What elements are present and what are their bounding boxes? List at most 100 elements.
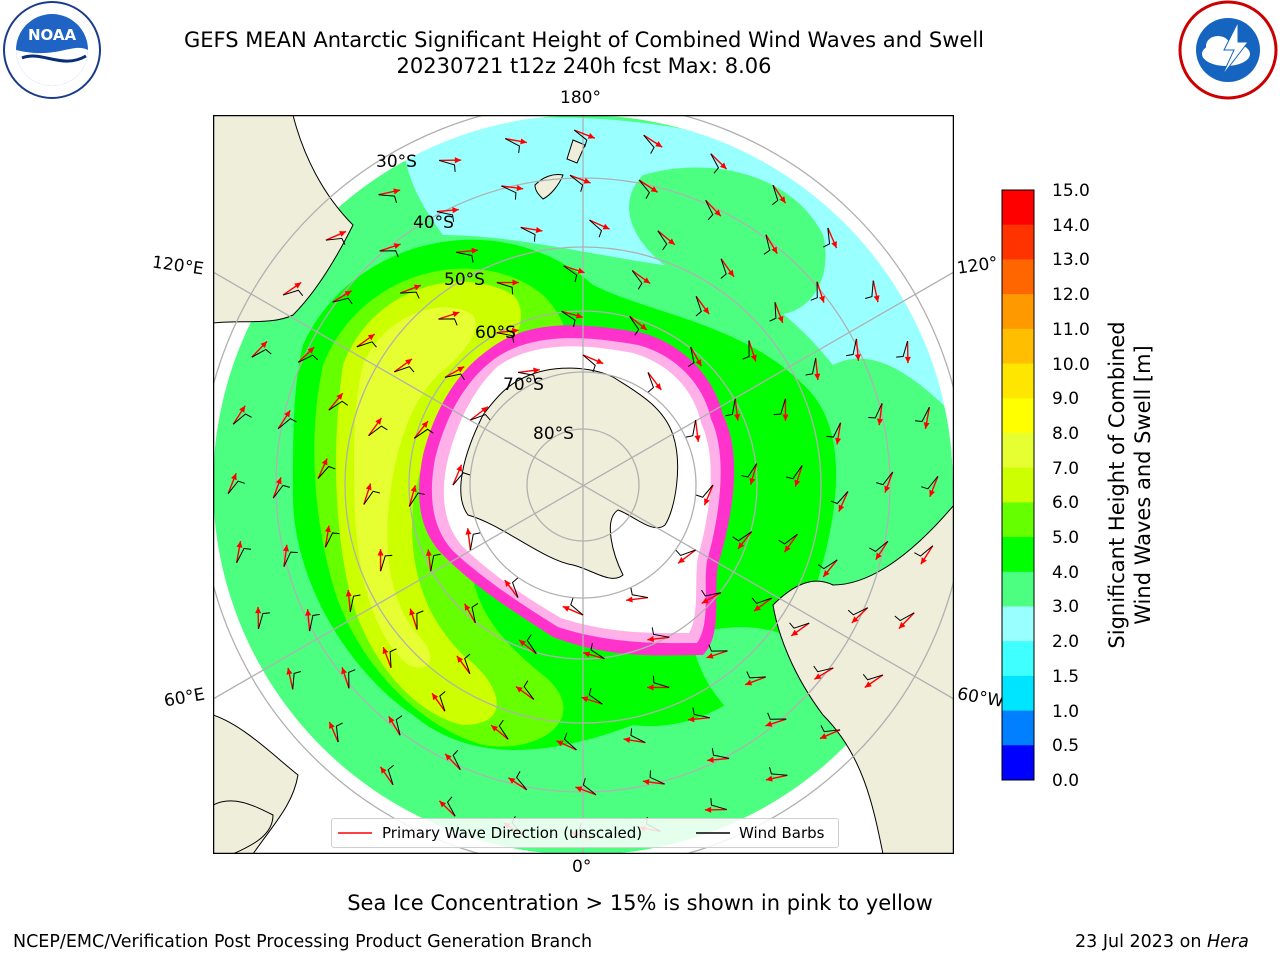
wave-direction-arrowhead — [575, 312, 583, 319]
footer-date-text: 23 Jul 2023 on — [1075, 932, 1207, 952]
wave-direction-arrowhead — [307, 347, 315, 354]
wind-barb — [298, 354, 319, 363]
wind-barb — [631, 270, 643, 290]
wind-barb — [630, 728, 646, 744]
wave-direction-arrowhead — [294, 282, 302, 289]
wind-barb — [769, 767, 788, 776]
wave-direction-arrowhead — [719, 162, 727, 170]
wind-barb — [710, 153, 720, 174]
wind-barb — [826, 422, 842, 438]
wind-barb — [251, 348, 272, 358]
colorbar-tick-label: 11.0 — [1052, 319, 1090, 340]
wind-barb — [363, 490, 380, 505]
wind-barb — [701, 589, 722, 597]
wind-barb — [496, 282, 514, 295]
wave-direction-arrowhead — [602, 223, 610, 230]
wave-direction-arrowhead — [516, 185, 524, 192]
wind-barb — [414, 428, 434, 439]
wave-direction-arrowhead — [393, 243, 401, 249]
wave-direction-arrowhead — [577, 267, 585, 274]
lon-label-60w: 60°W — [955, 684, 1006, 712]
wave-direction-arrowhead — [920, 557, 927, 565]
wind-barb — [789, 622, 810, 629]
wave-direction-arrowhead — [504, 580, 511, 587]
wind-barb — [516, 771, 528, 791]
wave-direction-arrowhead — [456, 655, 464, 663]
wind-barb — [332, 297, 353, 305]
map-title: GEFS MEAN Antarctic Significant Height o… — [183, 28, 985, 52]
wind-barb — [282, 289, 304, 296]
polar-stereographic-map — [213, 115, 954, 854]
wind-barb — [896, 341, 909, 358]
colorbar-bin — [1002, 745, 1034, 781]
colorbar-tick-label: 7.0 — [1052, 458, 1080, 479]
wind-barb — [526, 634, 537, 654]
wave-direction-arrowhead — [439, 800, 447, 808]
wind-barb — [324, 532, 340, 548]
wave-direction-arrowhead — [929, 489, 935, 497]
wave-direction-arrowhead — [339, 231, 347, 237]
wind-barb — [865, 280, 874, 299]
wave-direction-arrowhead — [405, 358, 413, 366]
wind-barb — [380, 554, 393, 572]
wind-barb — [348, 669, 356, 689]
wind-barb — [498, 719, 509, 740]
wind-barb — [456, 251, 474, 263]
colorbar-tick-label: 15.0 — [1052, 181, 1090, 201]
lon-label-0: 0° — [572, 857, 592, 877]
wave-direction-arrowhead — [583, 177, 591, 184]
wave-direction-arrowhead — [255, 606, 262, 614]
wind-barb — [408, 492, 426, 507]
wind-barb — [523, 680, 535, 700]
wind-barb — [847, 607, 868, 616]
wind-barb — [868, 403, 883, 419]
wave-direction-arrowhead — [695, 359, 702, 367]
colorbar-tick-label: 1.5 — [1052, 666, 1080, 687]
wave-direction-arrowhead — [239, 405, 246, 413]
wind-barb — [501, 185, 517, 200]
wave-direction-arrowhead — [345, 589, 352, 597]
wind-barb — [742, 340, 750, 360]
wind-barb — [496, 332, 515, 343]
colorbar-border — [1001, 189, 1035, 781]
wave-direction-arrowhead — [283, 544, 290, 552]
colorbar-bin — [1002, 537, 1034, 573]
colorbar-tick-label: 13.0 — [1052, 250, 1090, 271]
map-legend: Primary Wave Direction (unscaled) Wind B… — [331, 818, 839, 848]
wave-direction-arrowhead — [425, 549, 432, 557]
wave-direction-arrowhead — [508, 777, 516, 784]
wind-barb — [830, 491, 849, 505]
legend-wind-barbs: Wind Barbs — [739, 824, 825, 842]
wave-direction-arrowhead — [445, 753, 452, 761]
wind-barb — [439, 691, 446, 712]
wave-direction-arrowhead — [491, 725, 498, 732]
wind-barb — [520, 226, 536, 242]
colorbar-tick-label: 10.0 — [1052, 354, 1090, 375]
wave-direction-arrowhead — [737, 542, 745, 549]
wave-direction-arrowhead — [655, 141, 663, 148]
wind-barb — [778, 533, 798, 545]
wave-direction-arrowhead — [329, 721, 335, 729]
wind-barb — [589, 219, 603, 238]
lon-label-180: 180° — [560, 88, 601, 108]
wave-direction-arrowhead — [596, 358, 604, 364]
wind-barb-legend-line — [696, 832, 730, 834]
wave-direction-arrowhead — [583, 651, 591, 658]
wave-direction-arrowhead — [556, 740, 564, 747]
wave-direction-arrowhead — [647, 636, 655, 643]
wind-barb — [561, 310, 576, 328]
wave-direction-arrowhead — [410, 485, 417, 493]
wave-direction-arrowhead — [375, 417, 382, 425]
wind-barb — [695, 296, 702, 317]
wave-direction-arrowhead — [623, 737, 631, 744]
wind-barb — [389, 648, 397, 668]
wave-direction-arrowhead — [650, 186, 658, 193]
wave-direction-arrowhead — [782, 414, 789, 421]
footer-machine: Hera — [1206, 932, 1249, 952]
wave-direction-arrowhead — [452, 207, 459, 214]
wave-direction-arrowhead — [520, 138, 527, 145]
wave-direction-arrowhead — [678, 557, 685, 564]
wave-direction-arrowhead — [823, 570, 830, 577]
wind-barb — [349, 594, 361, 612]
wave-direction-arrowhead — [324, 525, 331, 533]
